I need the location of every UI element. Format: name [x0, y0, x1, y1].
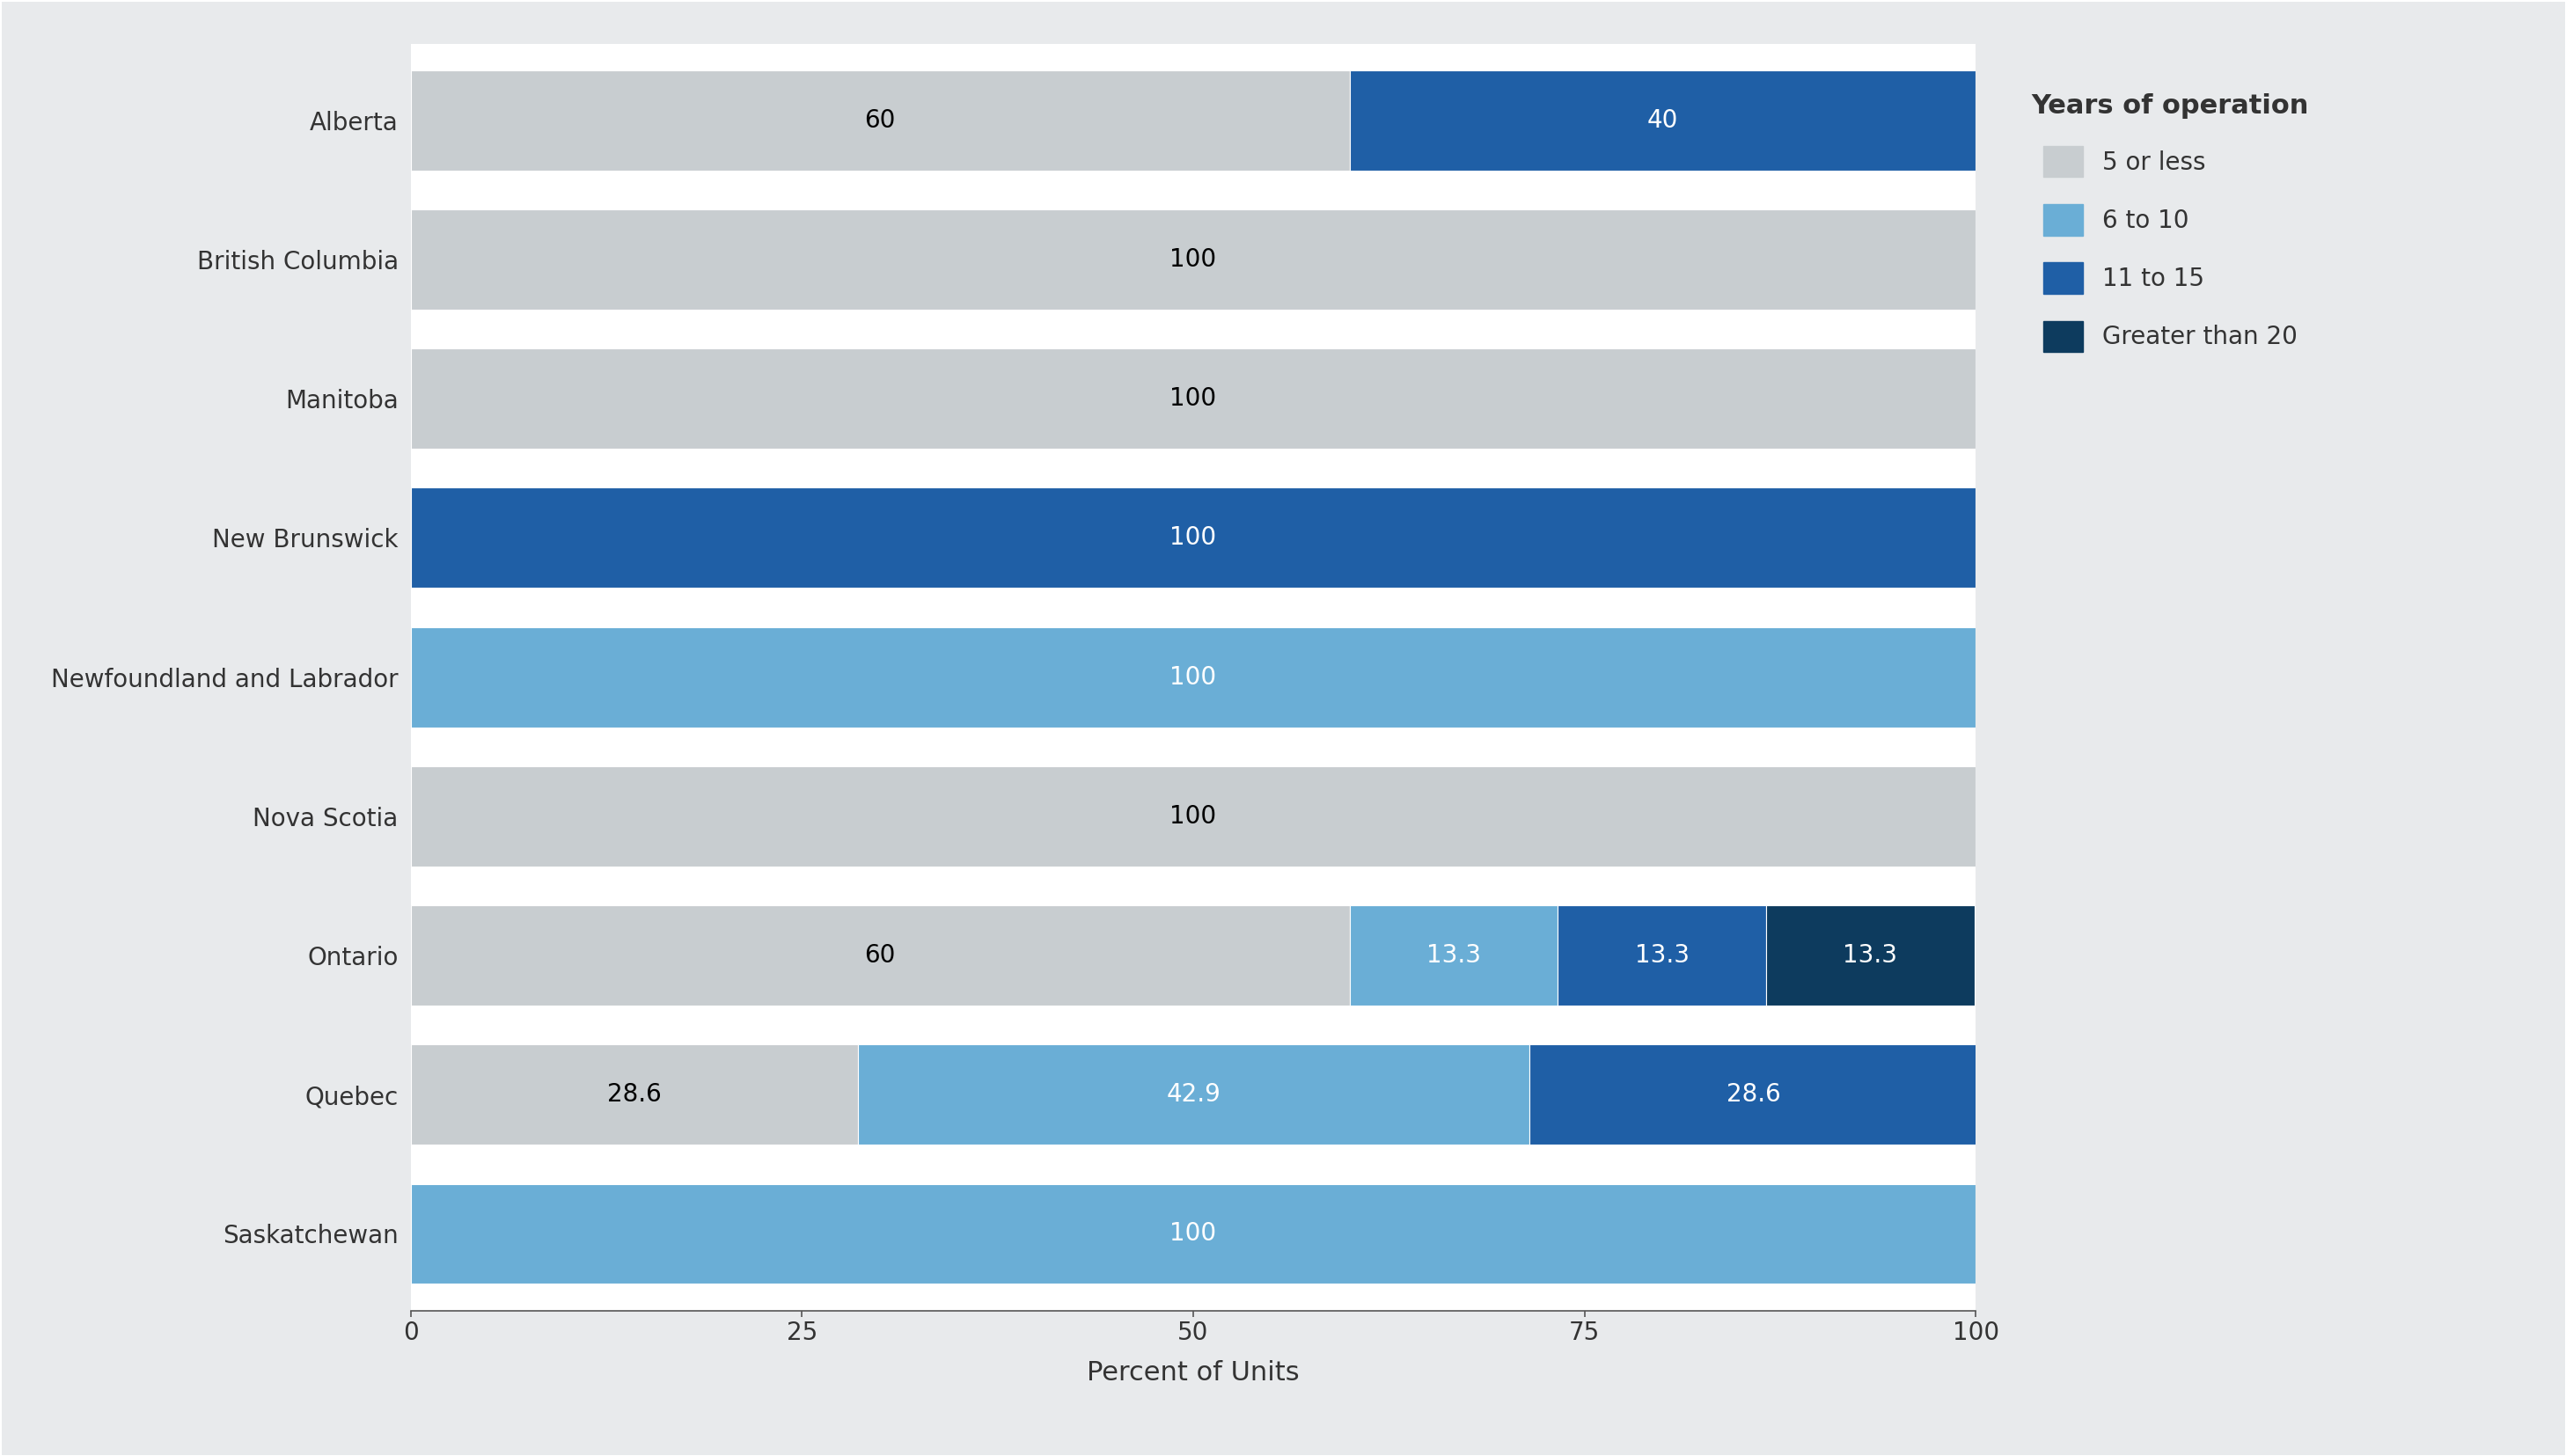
Bar: [1350, 906, 1558, 1006]
Text: 60: 60: [865, 943, 896, 968]
Bar: [411, 906, 1350, 1006]
Bar: [411, 1044, 857, 1144]
Text: 13.3: 13.3: [1842, 943, 1896, 968]
Text: 13.3: 13.3: [1635, 943, 1688, 968]
Bar: [1765, 906, 1973, 1006]
Text: 13.3: 13.3: [1427, 943, 1481, 968]
Text: 28.6: 28.6: [1727, 1082, 1781, 1107]
Text: 100: 100: [1170, 1222, 1216, 1246]
Bar: [411, 210, 1976, 310]
Bar: [411, 70, 1350, 170]
Bar: [411, 628, 1976, 727]
Text: 100: 100: [1170, 526, 1216, 550]
Text: 60: 60: [865, 108, 896, 132]
Bar: [411, 766, 1976, 866]
Text: 100: 100: [1170, 248, 1216, 272]
Bar: [411, 348, 1976, 448]
Bar: [411, 1184, 1976, 1284]
Text: 100: 100: [1170, 804, 1216, 828]
Bar: [1350, 70, 1976, 170]
Text: 42.9: 42.9: [1168, 1082, 1221, 1107]
Bar: [857, 1044, 1529, 1144]
Bar: [1558, 906, 1765, 1006]
Bar: [411, 488, 1976, 588]
Legend: 5 or less, 6 to 10, 11 to 15, Greater than 20: 5 or less, 6 to 10, 11 to 15, Greater th…: [2019, 82, 2322, 364]
X-axis label: Percent of Units: Percent of Units: [1088, 1360, 1298, 1386]
Text: 28.6: 28.6: [608, 1082, 662, 1107]
Text: 100: 100: [1170, 386, 1216, 411]
Text: 100: 100: [1170, 665, 1216, 689]
Bar: [1529, 1044, 1978, 1144]
Text: 40: 40: [1647, 108, 1678, 132]
